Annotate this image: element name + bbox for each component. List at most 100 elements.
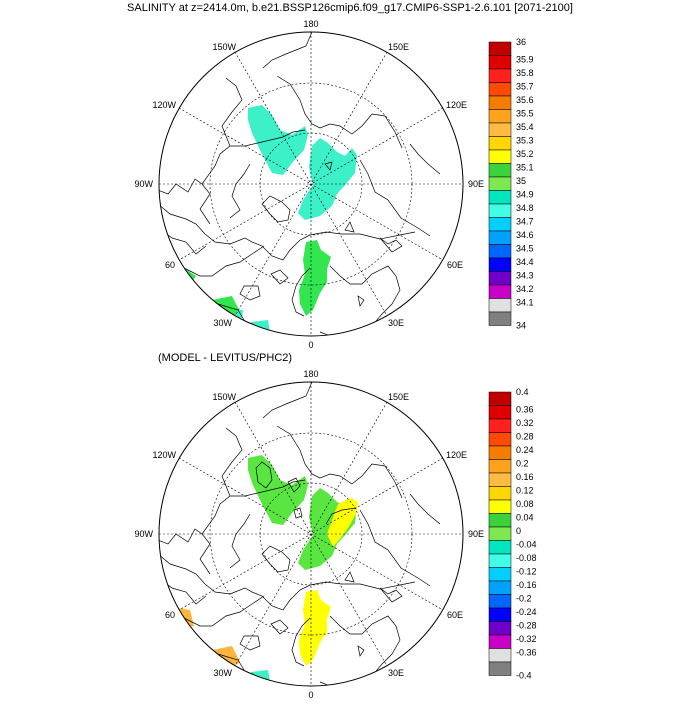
plot-title: SALINITY at z=2414.0m, b.e21.BSSP126cmip… (127, 2, 573, 14)
colorbar-label: 35.5 (516, 109, 534, 119)
colorbar-swatch (488, 163, 512, 178)
difference-subtitle: (MODEL - LEVITUS/PHC2) (158, 352, 293, 364)
colorbar-swatch (488, 567, 512, 582)
colorbar-swatch (488, 41, 512, 56)
lon-label-30e: 30E (388, 318, 404, 328)
lon-label-120e: 120E (446, 100, 467, 110)
longitude-labels: 180 150W 150E 120W 120E 90W 90E 60 60E 3… (134, 369, 484, 700)
lon-label-150e: 150E (388, 392, 409, 402)
lon-label-30w: 30W (213, 318, 232, 328)
colorbar-salinity: 36 35.9 35.8 35.7 35.6 35.5 35.4 35.3 35.2 35.1 35… (488, 37, 534, 331)
colorbar-label: -0.04 (516, 540, 537, 550)
colorbar-label: 0.24 (516, 445, 534, 455)
lon-label-30w: 30W (213, 668, 232, 678)
lon-label-90w: 90W (134, 529, 153, 539)
graticule (159, 32, 463, 336)
difference-field (176, 455, 358, 682)
colorbar-swatch (488, 445, 512, 460)
lon-label-120e: 120E (446, 450, 467, 460)
colorbar-swatch (488, 257, 512, 272)
colorbar-swatch (488, 244, 512, 259)
lon-label-0: 0 (308, 340, 313, 350)
colorbar-label: 35.7 (516, 82, 534, 92)
colorbar-label: 0.36 (516, 405, 534, 415)
colorbar-swatch (488, 391, 512, 406)
map-boundary (158, 31, 464, 337)
colorbar-label: 35.3 (516, 136, 534, 146)
diff-region-arctic-a (248, 455, 308, 525)
map-boundary (158, 381, 464, 687)
colorbar-swatch (488, 95, 512, 110)
colorbar-label: 34.4 (516, 257, 534, 267)
colorbar-swatch (488, 405, 512, 420)
colorbar-label: -0.28 (516, 621, 537, 631)
colorbar-swatch (488, 284, 512, 299)
colorbar-label: 34.6 (516, 230, 534, 240)
colorbar-swatch (488, 432, 512, 447)
salinity-region-arctic-a (248, 105, 308, 175)
difference-map-panel: 180 150W 150E 120W 120E 90W 90E 60 60E 3… (0, 364, 700, 709)
colorbar-label: -0.4 (516, 671, 532, 681)
colorbar-swatch (488, 634, 512, 649)
colorbar-label: 35.9 (516, 55, 534, 65)
colorbar-label: 35.8 (516, 68, 534, 78)
colorbar-label: 35.2 (516, 149, 534, 159)
colorbar-swatch (488, 418, 512, 433)
colorbar-swatch (488, 68, 512, 83)
colorbar-swatch (488, 472, 512, 487)
diff-region-arctic-yellow (327, 498, 358, 547)
colorbar-swatch (488, 230, 512, 245)
salinity-region-arctic-b (298, 138, 357, 220)
colorbar-swatch (488, 513, 512, 528)
difference-polar-map: 180 150W 150E 120W 120E 90W 90E 60 60E 3… (134, 369, 537, 700)
colorbar-swatch (488, 526, 512, 541)
diff-region-bottom-cyan (250, 670, 270, 682)
colorbar-swatch (488, 648, 512, 663)
longitude-labels: 180 150W 150E 120W 120E 90W 90E 60 60E 3… (134, 19, 484, 350)
colorbar-swatch (488, 217, 512, 232)
colorbar-swatch (488, 298, 512, 313)
colorbar-swatch (488, 55, 512, 70)
lon-label-180: 180 (303, 369, 318, 379)
salinity-polar-map: 180 150W 150E 120W 120E 90W 90E 60 60E 3… (134, 19, 534, 350)
colorbar-swatch (488, 176, 512, 191)
colorbar-label: 35.1 (516, 163, 534, 173)
colorbar-label: 0.12 (516, 486, 534, 496)
coastlines (159, 32, 441, 336)
colorbar-swatch (488, 661, 512, 676)
lon-label-150w: 150W (212, 392, 236, 402)
colorbar-swatch (488, 82, 512, 97)
lon-label-60w: 60 (165, 260, 175, 270)
lon-label-60e: 60E (447, 260, 463, 270)
colorbar-swatch (488, 149, 512, 164)
colorbar-swatch (488, 580, 512, 595)
lon-label-120w: 120W (152, 100, 176, 110)
salinity-region-west-60 (159, 262, 196, 288)
lon-label-60e: 60E (447, 610, 463, 620)
colorbar-swatch (488, 553, 512, 568)
colorbar-swatch (488, 499, 512, 514)
colorbar-swatch (488, 594, 512, 609)
colorbar-swatch (488, 271, 512, 286)
colorbar-swatch (488, 122, 512, 137)
lon-label-90e: 90E (468, 529, 484, 539)
colorbar-label: -0.36 (516, 648, 537, 658)
colorbar-label: 35.6 (516, 95, 534, 105)
salinity-map-panel: 180 150W 150E 120W 120E 90W 90E 60 60E 3… (0, 14, 700, 359)
lon-label-180: 180 (303, 19, 318, 29)
colorbar-label: 34.2 (516, 284, 534, 294)
colorbar-label: -0.24 (516, 607, 537, 617)
lon-label-150w: 150W (212, 42, 236, 52)
colorbar-label: 0.08 (516, 499, 534, 509)
salinity-region-bottom-cyan (250, 320, 270, 332)
colorbar-label: 34.8 (516, 203, 534, 213)
lon-label-90e: 90E (468, 179, 484, 189)
colorbar-label: 35 (516, 176, 526, 186)
lon-label-60w: 60 (165, 610, 175, 620)
colorbar-label: 0.32 (516, 418, 534, 428)
colorbar-swatch (488, 459, 512, 474)
lon-label-30e: 30E (388, 668, 404, 678)
colorbar-label: -0.08 (516, 553, 537, 563)
lon-label-150e: 150E (388, 42, 409, 52)
colorbar-label: 0.28 (516, 432, 534, 442)
